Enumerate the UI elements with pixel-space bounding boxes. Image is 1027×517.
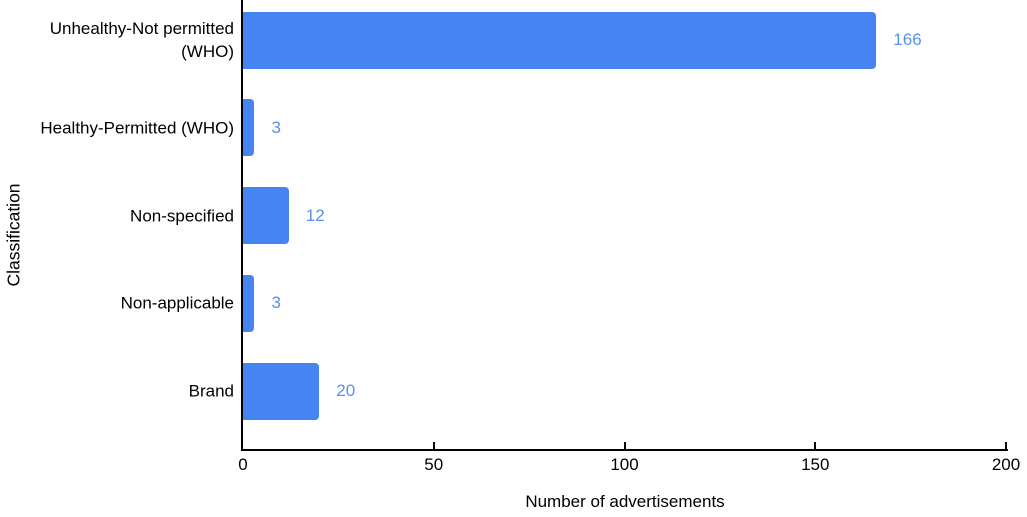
bar: [243, 274, 255, 332]
x-axis-tick-label: 100: [610, 455, 639, 474]
x-axis-tick-label: 150: [801, 455, 830, 474]
bar: [243, 362, 320, 420]
x-axis-tick-label: 200: [991, 455, 1021, 474]
x-axis-tick: [623, 442, 626, 449]
category-label: Brand: [188, 381, 234, 401]
bar-value-label: 3: [271, 293, 281, 313]
bar-value-label: 12: [305, 205, 325, 225]
category-label: Non-specified: [130, 206, 234, 226]
bar-value-label: 166: [893, 30, 922, 49]
x-axis-tick: [814, 442, 817, 449]
category-label: Unhealthy-Not permitted (WHO): [49, 19, 234, 61]
x-axis-tick-label: 0: [238, 455, 248, 474]
x-axis-tick: [1005, 442, 1007, 449]
bar-value-label: 20: [336, 381, 356, 401]
x-axis-tick-label: 50: [424, 455, 444, 474]
category-label: Non-applicable: [120, 293, 234, 313]
category-label: Healthy-Permitted (WHO): [40, 118, 234, 138]
bar: [243, 11, 877, 69]
bar: [243, 187, 289, 245]
x-axis-title: Number of advertisements: [525, 492, 725, 511]
x-axis-line: [241, 449, 1008, 451]
x-axis-tick: [432, 442, 435, 449]
y-axis-title: Classification: [3, 183, 24, 287]
bar: [243, 99, 255, 157]
y-axis-line: [241, 0, 243, 451]
bar-value-label: 3: [271, 117, 281, 137]
